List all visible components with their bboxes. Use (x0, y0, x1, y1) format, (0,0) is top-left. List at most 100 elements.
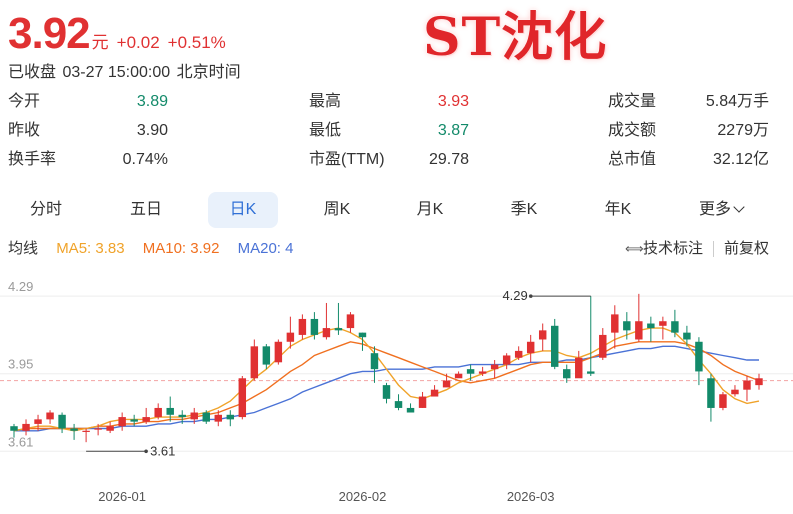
tech-marker-label: 技术标注 (642, 240, 703, 257)
chevron-down-icon (733, 201, 745, 213)
tab-1[interactable]: 五日 (111, 192, 181, 228)
candle-body (587, 371, 595, 374)
stat-label: 成交量 (608, 93, 657, 110)
tab-0[interactable]: 分时 (11, 192, 81, 228)
annotation-dot (144, 449, 148, 454)
candle-body (502, 355, 511, 365)
candle-body (611, 314, 619, 333)
market-status: 已收盘 03-27 15:00:00 北京时间 (8, 58, 243, 82)
ma5-line (13, 327, 760, 432)
candle-body (214, 414, 223, 422)
candle-body (298, 318, 307, 335)
x-tick-label: 2026-03 (507, 489, 555, 504)
candle-body (623, 321, 631, 331)
stat-label: 市盈(TTM) (309, 151, 385, 168)
tools-divider (712, 241, 714, 258)
tab-6[interactable]: 年K (583, 192, 653, 228)
candle-body (683, 332, 691, 340)
candle-body (538, 330, 547, 340)
tab-label: 月K (416, 201, 444, 218)
candle-body (635, 321, 643, 340)
candle-body (430, 389, 439, 397)
candle-body (142, 417, 150, 422)
annotation-dot (528, 294, 533, 298)
candle-body (755, 378, 763, 386)
candle-body (10, 426, 18, 431)
candle-body (478, 371, 487, 374)
stat-label: 今开 (8, 93, 41, 110)
candle-body (130, 419, 138, 422)
candle-body (262, 346, 271, 365)
candle-body (34, 419, 42, 424)
legend-ma5: MA5: 3.83 (56, 240, 125, 257)
candle-body (647, 323, 655, 329)
tab-label: 分时 (29, 201, 62, 218)
stat-item: 最高 3.93 (309, 92, 469, 121)
candle-body (466, 369, 475, 374)
legend-ma10: MA10: 3.92 (142, 240, 220, 257)
candle-body (418, 396, 427, 408)
candle-body (166, 407, 174, 415)
annotation-label: 4.29 (502, 288, 527, 303)
stat-item: 成交量 5.84万手 (608, 92, 769, 121)
tech-marker-button[interactable]: ⟺技术标注 (625, 240, 703, 257)
tab-4[interactable]: 月K (395, 192, 465, 228)
candle-body (226, 414, 235, 420)
kline-chart[interactable]: 4.29 3.95 3.61 2026-01 2026-02 2026-03 4.29 3.6… (0, 265, 793, 514)
stat-value: 5.84万手 (705, 93, 769, 110)
candle-body (202, 412, 210, 422)
stock-name-logo: ST沈化 (423, 7, 608, 68)
candle-body (22, 423, 30, 431)
candle-body (514, 350, 523, 358)
price-change-pct: +0.51% (167, 33, 226, 52)
tab-3[interactable]: 周K (302, 192, 372, 228)
tab-label: 五日 (129, 201, 162, 218)
stat-item: 换手率 0.74% (8, 150, 168, 179)
marker-icon: ⟺ (624, 241, 644, 256)
candle-body (334, 328, 343, 331)
annotation-label: 3.61 (150, 443, 175, 458)
stat-value: 3.87 (437, 122, 469, 139)
legend-title: 均线 (8, 240, 39, 257)
candle-body (250, 346, 259, 379)
stat-item: 市盈(TTM) 29.78 (309, 150, 469, 179)
candle-body (94, 428, 102, 430)
candle-body (106, 426, 114, 431)
tab-5[interactable]: 季K (489, 192, 559, 228)
price-header: 3.92 元 +0.02 +0.51% (8, 6, 226, 56)
stat-item: 昨收 3.90 (8, 121, 168, 150)
stat-value: 3.89 (136, 93, 168, 110)
adjust-button[interactable]: 前复权 (723, 240, 769, 257)
tab-label: 周K (323, 201, 351, 218)
candle-body (743, 380, 751, 390)
candle-body (118, 417, 126, 427)
y-tick-label: 3.61 (8, 434, 33, 449)
stat-value: 29.78 (428, 151, 469, 168)
stat-item: 今开 3.89 (8, 92, 168, 121)
tab-label: 年K (604, 201, 632, 218)
stat-value: 2279万 (717, 122, 769, 139)
chart-tools: ⟺技术标注 前复权 (625, 239, 769, 259)
candle-body (659, 321, 667, 326)
legend-ma20: MA20: 4 (237, 240, 294, 257)
stat-value: 0.74% (122, 151, 168, 168)
stats-grid: 今开 3.89 最高 3.93 成交量 5.84万手 昨收 3.90 最低 3.87 成交额 2279… (0, 92, 793, 182)
stat-value: 3.93 (437, 93, 469, 110)
tab-label: 日K (229, 201, 257, 218)
candle-body (82, 430, 90, 432)
tab-7[interactable]: 更多 (686, 192, 756, 228)
status-text: 已收盘 (8, 64, 57, 81)
candle-body (154, 407, 162, 418)
tab-label: 更多 (698, 201, 731, 218)
tab-2[interactable]: 日K (208, 192, 278, 228)
candle-body (707, 378, 715, 408)
stat-value: 32.12亿 (712, 151, 769, 168)
stat-item: 总市值 32.12亿 (608, 150, 769, 179)
stat-label: 最低 (309, 122, 342, 139)
status-datetime: 03-27 15:00:00 (62, 64, 171, 81)
ma-legend: 均线 MA5: 3.83 MA10: 3.92 MA20: 4 (8, 239, 308, 259)
y-tick-label: 3.95 (8, 357, 33, 372)
price-unit: 元 (91, 33, 109, 52)
price-change: +0.02 (116, 33, 160, 52)
status-timezone: 北京时间 (176, 64, 241, 81)
